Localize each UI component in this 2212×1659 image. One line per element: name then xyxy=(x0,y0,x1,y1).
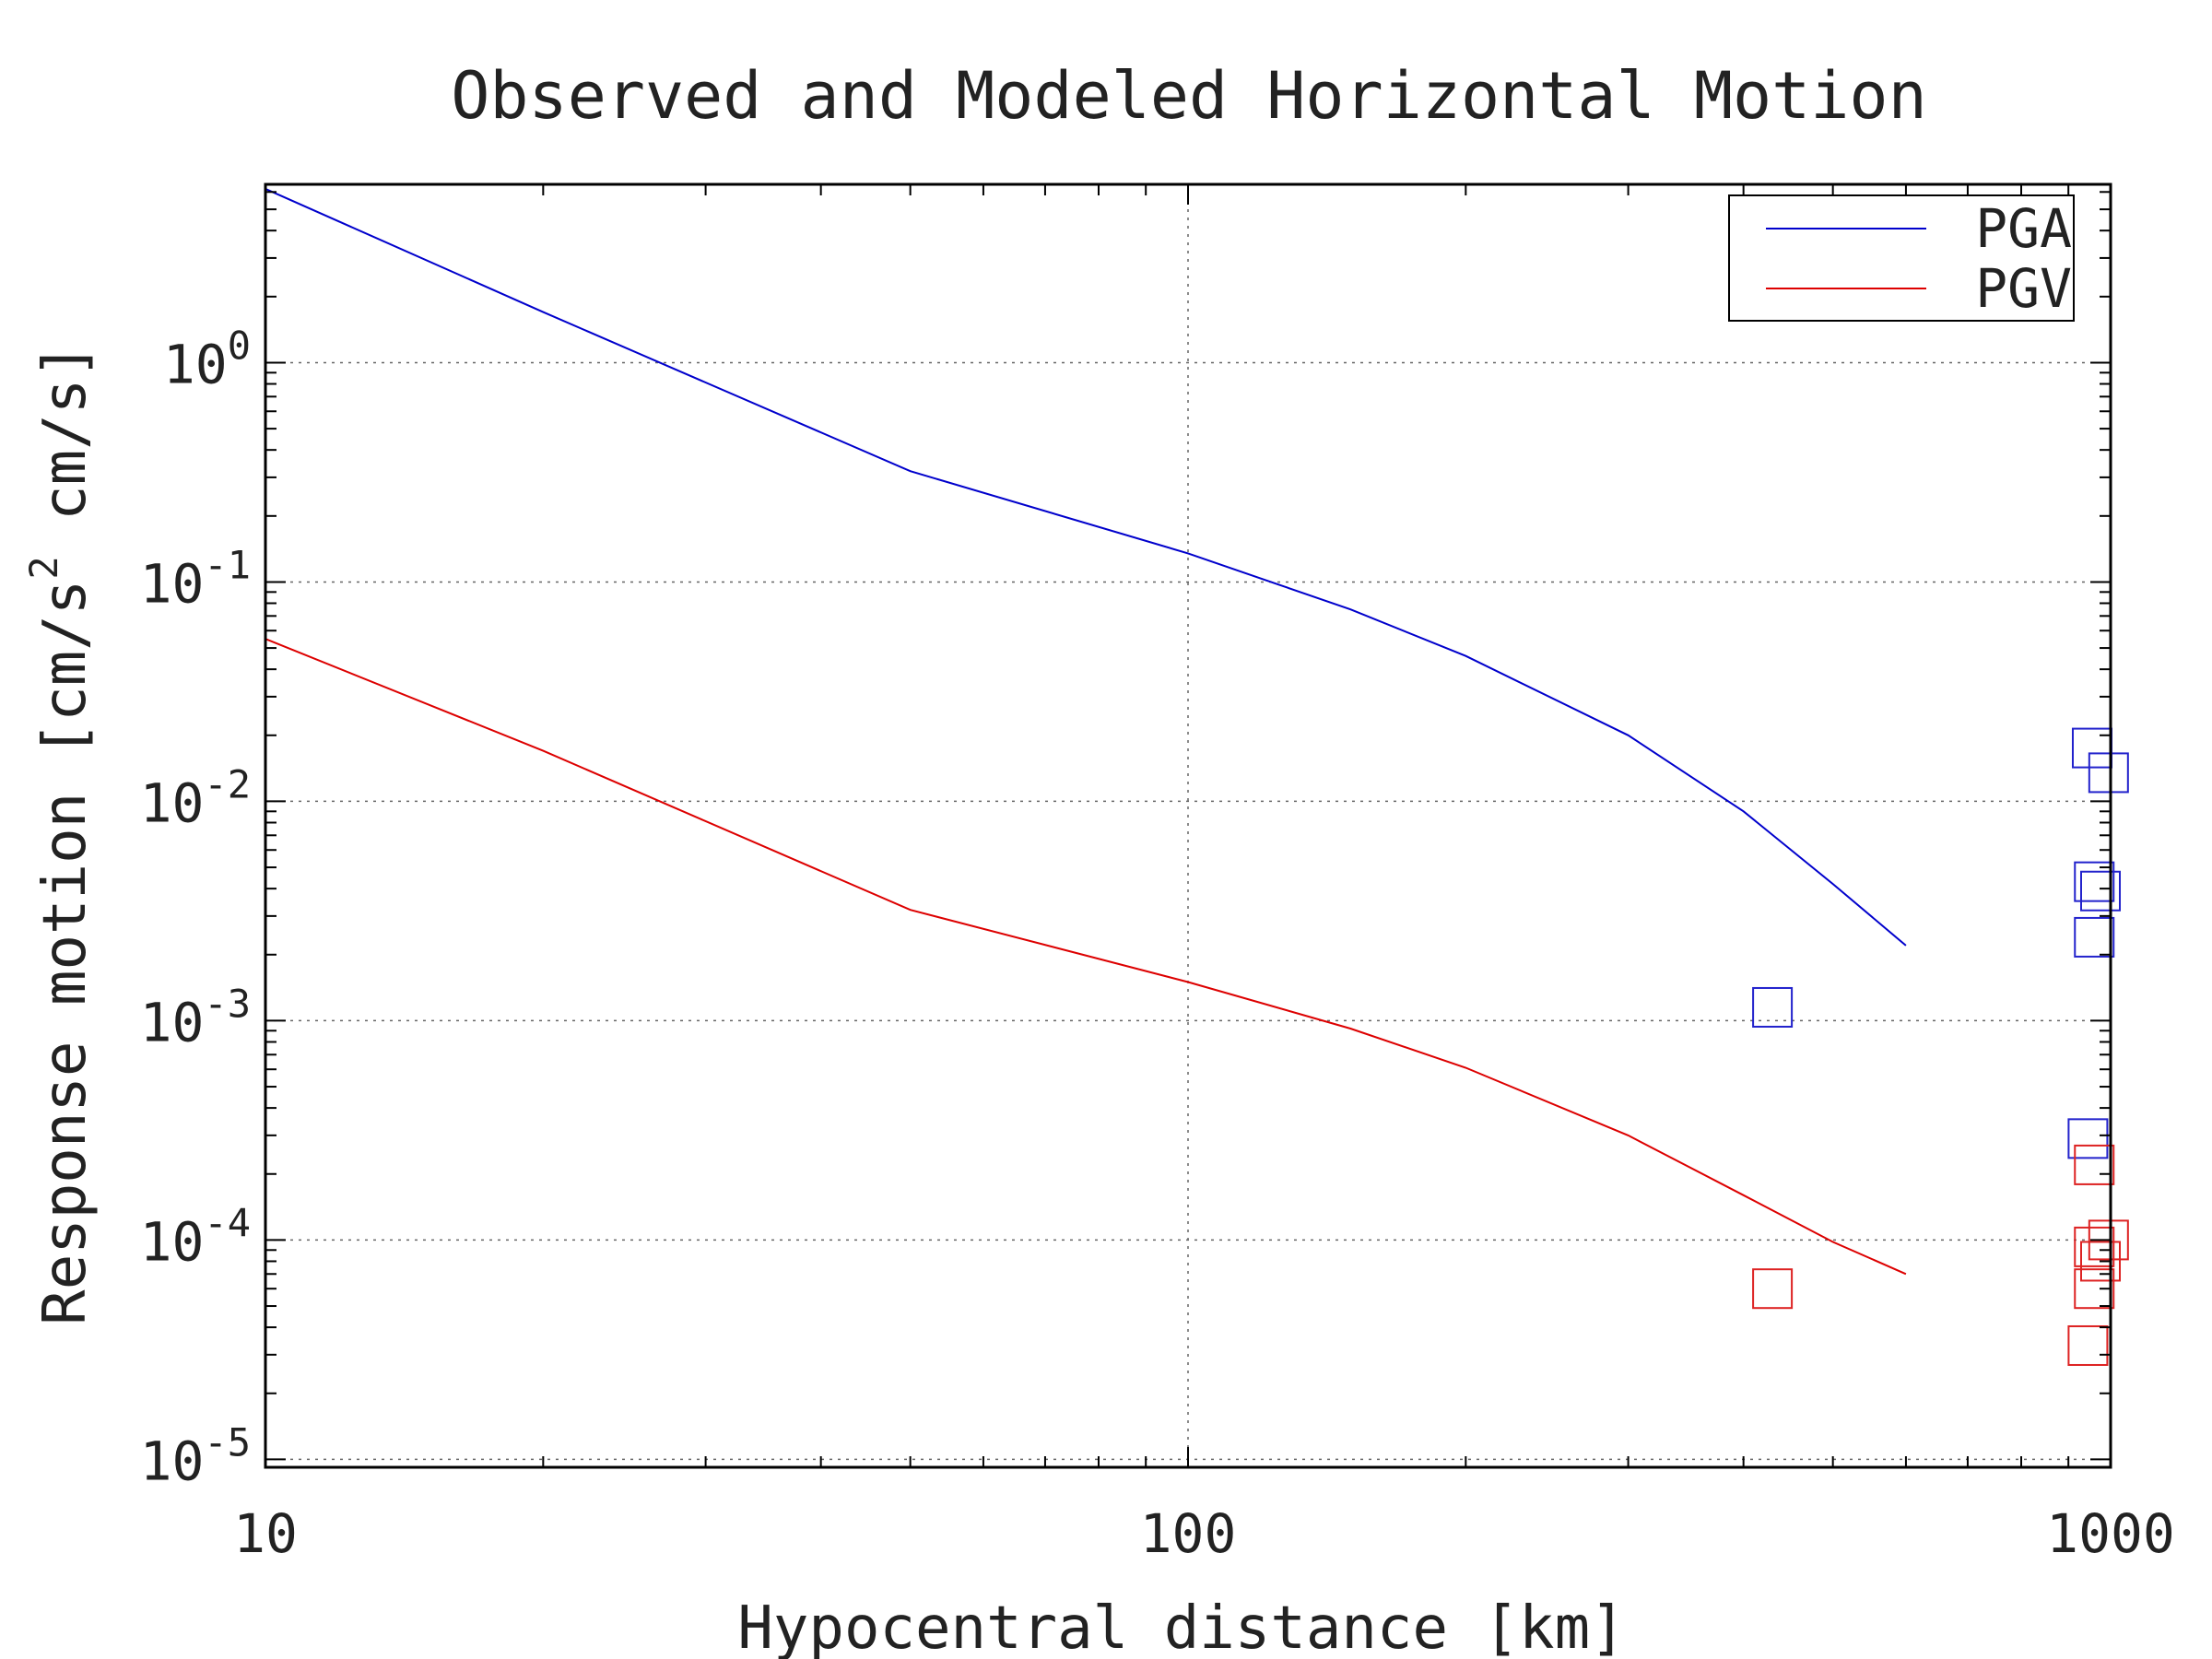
y-tick-label: 10-2 xyxy=(140,761,251,834)
y-axis-label-sup: 2 xyxy=(21,556,66,579)
y-tick-exponent: -4 xyxy=(204,1200,251,1245)
y-tick-base: 10 xyxy=(163,333,228,395)
observed-marker-pgv xyxy=(2074,1226,2115,1267)
observed-marker-pgv xyxy=(2067,1324,2109,1366)
y-tick-label: 10-4 xyxy=(140,1200,251,1273)
y-tick-label: 100 xyxy=(163,323,251,395)
y-tick-exponent: -3 xyxy=(204,981,251,1026)
observed-marker-pga xyxy=(2079,870,2121,912)
y-tick-label: 10-5 xyxy=(140,1419,251,1492)
observed-marker-pga xyxy=(2088,752,2129,794)
observed-marker-pga xyxy=(2067,1118,2109,1159)
legend: PGA PGV xyxy=(1728,194,2075,322)
chart-title: Observed and Modeled Horizontal Motion xyxy=(451,58,1926,134)
y-tick-exponent: -5 xyxy=(204,1419,251,1465)
series-layer xyxy=(265,187,1907,1276)
y-axis-label: Response motion [cm/s2 cm/s] xyxy=(21,343,100,1325)
axis-ticks xyxy=(265,184,2111,1467)
y-tick-base: 10 xyxy=(140,1210,205,1273)
observed-marker-pgv xyxy=(2079,1241,2121,1282)
observed-marker-pgv xyxy=(1752,1268,1794,1310)
y-tick-label: 10-1 xyxy=(140,542,251,615)
y-tick-exponent: -2 xyxy=(204,761,251,806)
series-line-pga xyxy=(265,187,1907,947)
x-tick-label: 100 xyxy=(1140,1502,1237,1565)
legend-label-pgv: PGV xyxy=(1975,257,2072,320)
x-tick-labels: 10 100 1000 xyxy=(233,1502,2175,1565)
y-tick-base: 10 xyxy=(140,991,205,1053)
x-tick-label: 1000 xyxy=(2046,1502,2175,1565)
legend-label-pga: PGA xyxy=(1975,197,2072,260)
y-tick-base: 10 xyxy=(140,771,205,834)
observed-marker-pga xyxy=(2074,916,2115,958)
y-axis-label-tail: cm/s] xyxy=(31,343,100,556)
observed-marker-pga xyxy=(1752,986,1794,1028)
series-line-pgv xyxy=(265,638,1907,1276)
x-tick-label: 10 xyxy=(233,1502,298,1565)
y-tick-exponent: -1 xyxy=(204,542,251,587)
y-tick-exponent: 0 xyxy=(228,323,251,368)
observed-marker-pgv xyxy=(2074,1268,2115,1310)
observed-marker-pga xyxy=(2074,861,2115,902)
y-tick-base: 10 xyxy=(140,552,205,615)
observed-marker-pgv xyxy=(2074,1144,2115,1185)
grid xyxy=(265,184,2112,1467)
observed-marker-pgv xyxy=(2088,1219,2129,1261)
legend-box xyxy=(1728,194,2075,322)
y-tick-base: 10 xyxy=(140,1430,205,1492)
x-axis-label: Hypocentral distance [km] xyxy=(737,1594,1625,1659)
observed-markers xyxy=(1752,727,2129,1366)
y-axis-label-main: Response motion [cm/s xyxy=(31,580,100,1325)
y-tick-label: 10-3 xyxy=(140,981,251,1053)
